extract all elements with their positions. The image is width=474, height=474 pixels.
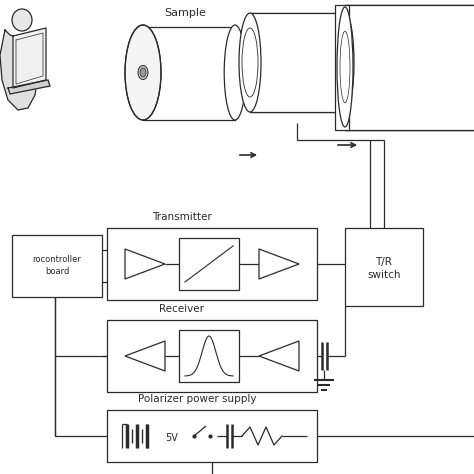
Bar (107, 320, 317, 392)
Ellipse shape (125, 25, 161, 120)
Polygon shape (125, 341, 165, 371)
Bar (345, 5, 474, 130)
Text: T/R: T/R (375, 257, 392, 267)
Polygon shape (125, 249, 165, 279)
Ellipse shape (242, 28, 258, 97)
Ellipse shape (140, 68, 146, 77)
Text: Sample: Sample (164, 8, 206, 18)
Bar (107, 410, 317, 462)
Polygon shape (0, 30, 38, 110)
Ellipse shape (224, 25, 246, 120)
Bar (250, 13, 345, 112)
Bar (345, 5, 474, 130)
Bar (179, 330, 239, 382)
Text: 5V: 5V (165, 433, 178, 443)
Polygon shape (259, 249, 299, 279)
Bar (107, 228, 317, 300)
Ellipse shape (340, 31, 350, 103)
Polygon shape (8, 80, 50, 94)
Text: switch: switch (367, 270, 401, 280)
Ellipse shape (12, 9, 32, 31)
Ellipse shape (336, 13, 354, 112)
Bar (250, 13, 345, 112)
Bar (345, 228, 423, 306)
Bar (12, 235, 102, 297)
Text: Receiver: Receiver (159, 304, 204, 314)
Bar (179, 238, 239, 290)
Text: rocontroller: rocontroller (33, 255, 82, 264)
Text: Transmitter: Transmitter (152, 212, 212, 222)
Ellipse shape (138, 65, 148, 80)
Text: board: board (45, 267, 69, 276)
Ellipse shape (337, 7, 353, 127)
Polygon shape (259, 341, 299, 371)
Ellipse shape (239, 13, 261, 112)
Bar (335, 5, 349, 130)
Polygon shape (13, 28, 46, 88)
Text: Polarizer power supply: Polarizer power supply (138, 394, 256, 404)
Bar (143, 27, 235, 120)
